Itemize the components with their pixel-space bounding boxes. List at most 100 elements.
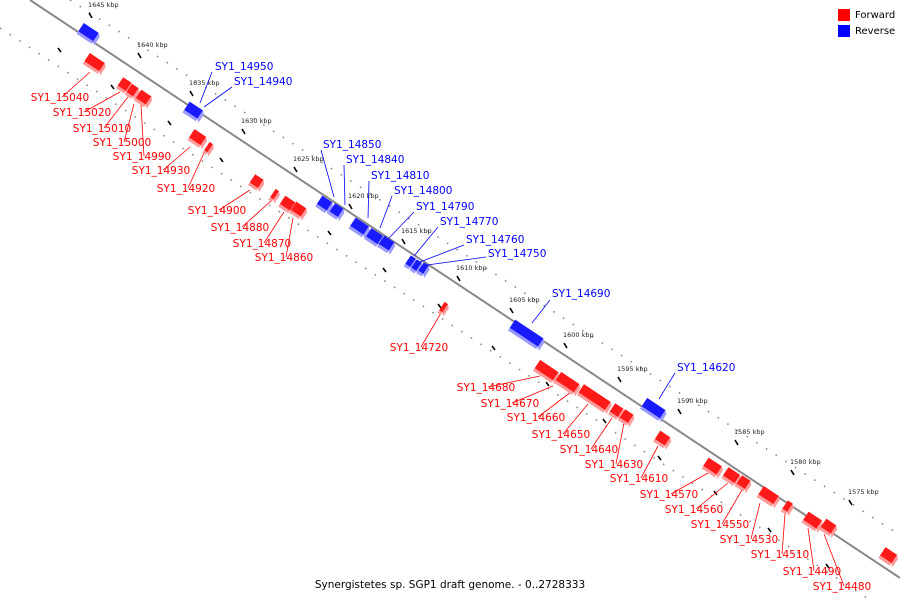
gene-label: SY1_14850 xyxy=(323,139,381,151)
forward-gene xyxy=(780,500,794,517)
scale-label: 1635 kbp xyxy=(189,79,220,87)
leader-line xyxy=(83,91,121,113)
leader-line xyxy=(615,422,625,465)
gene-label: SY1_14940 xyxy=(234,76,292,88)
forward-gene xyxy=(819,518,838,538)
forward-gene xyxy=(801,511,823,533)
leader-line xyxy=(379,195,393,229)
inner-tick xyxy=(167,120,172,126)
gene-label: SY1_14570 xyxy=(640,489,698,501)
gene-label: SY1_14990 xyxy=(113,151,171,163)
scale-label: 1630 kbp xyxy=(241,117,272,125)
scale-tick xyxy=(88,12,93,19)
forward-gene xyxy=(553,371,581,397)
scale-label: 1605 kbp xyxy=(509,296,540,304)
scale-label: 1575 kbp xyxy=(848,488,879,496)
forward-gene xyxy=(289,201,308,221)
forward-gene xyxy=(247,174,265,193)
scale-label: 1640 kbp xyxy=(137,41,168,49)
gene-label: SY1_14490 xyxy=(783,566,841,578)
forward-gene xyxy=(756,486,780,509)
leader-line xyxy=(123,103,135,143)
scale-tick xyxy=(677,408,682,415)
reverse-gene xyxy=(327,203,345,222)
leader-line xyxy=(343,164,346,206)
forward-gene xyxy=(82,53,106,76)
leader-line xyxy=(823,533,845,587)
leader-line xyxy=(537,391,572,418)
forward-gene xyxy=(124,83,140,101)
leader-line xyxy=(420,312,442,348)
legend-reverse-swatch xyxy=(838,25,850,37)
inner-tick xyxy=(602,418,607,424)
legend: Forward Reverse xyxy=(838,9,895,37)
forward-gene xyxy=(134,89,153,109)
gene-label: SY1_14690 xyxy=(552,288,610,300)
leader-line xyxy=(241,199,273,228)
gene-label: SY1_14480 xyxy=(813,581,871,593)
gene-label: SY1_14670 xyxy=(481,398,539,410)
scale-tick xyxy=(617,376,622,383)
gene-label: SY1_14720 xyxy=(390,342,448,354)
leader-line xyxy=(388,211,415,239)
leader-line xyxy=(413,226,439,257)
gene-label: SY1_14660 xyxy=(507,412,565,424)
gene-label: SY1_14630 xyxy=(585,459,643,471)
gene-label: SY1_14930 xyxy=(132,165,190,177)
leader-line xyxy=(320,149,335,198)
leader-line xyxy=(640,445,659,479)
inner-tick xyxy=(657,455,662,461)
reverse-gene xyxy=(315,195,334,215)
scale-label: 1625 kbp xyxy=(293,155,324,163)
scale-label: 1590 kbp xyxy=(677,397,708,405)
gene-label: SY1_14950 xyxy=(215,61,273,73)
scale-label: 1595 kbp xyxy=(617,365,648,373)
gene-label: SY1_14550 xyxy=(691,519,749,531)
scale-label: 1615 kbp xyxy=(401,227,432,235)
scale-tick xyxy=(241,128,246,135)
forward-gene xyxy=(532,359,560,385)
leader-line xyxy=(140,104,145,157)
genome-caption: Synergistetes sp. SGP1 draft genome. - 0… xyxy=(315,579,585,591)
forward-gene xyxy=(607,403,625,422)
gene-label: SY1_15040 xyxy=(31,92,89,104)
inner-tick xyxy=(545,381,550,387)
leader-line xyxy=(590,417,613,450)
scale-tick xyxy=(456,275,461,282)
leader-line xyxy=(511,385,554,404)
leader-line xyxy=(162,146,191,171)
gene-label: SY1_14880 xyxy=(211,222,269,234)
gene-label: SY1_14680 xyxy=(457,382,515,394)
scale-tick xyxy=(509,307,514,314)
gene-label: SY1_14770 xyxy=(440,216,498,228)
legend-reverse-label: Reverse xyxy=(855,26,895,37)
leader-line xyxy=(487,375,541,388)
leader-line xyxy=(199,71,213,104)
scale-tick xyxy=(734,439,739,446)
inner-tick xyxy=(57,47,62,53)
reverse-gene xyxy=(182,101,204,123)
gene-label: SY1_14860 xyxy=(255,252,313,264)
forward-gene xyxy=(701,457,723,479)
gene-labels: SY1_14950 SY1_14940 SY1_14850 SY1_14840 SY1_… xyxy=(31,61,871,593)
forward-gene xyxy=(617,409,635,428)
reverse-gene xyxy=(507,319,545,351)
inner-tick xyxy=(382,267,387,273)
forward-gene xyxy=(268,188,280,204)
gene-label: SY1_14760 xyxy=(466,234,524,246)
genome-backbone xyxy=(29,0,900,579)
gene-label: SY1_14650 xyxy=(532,429,590,441)
leader-line xyxy=(695,482,729,510)
gene-label: SY1_15020 xyxy=(53,107,111,119)
leader-line xyxy=(426,256,487,266)
scale-tick xyxy=(189,90,194,97)
scale-ticks: 1645 kbp 1640 kbp 1635 kbp 1630 kbp 1625 kbp… xyxy=(57,1,879,569)
gene-label: SY1_14610 xyxy=(610,473,668,485)
leader-line xyxy=(187,152,205,189)
scale-label: 1600 kbp xyxy=(563,331,594,339)
leader-line xyxy=(562,403,589,435)
scale-label: 1580 kbp xyxy=(790,458,821,466)
gene-label: SY1_14840 xyxy=(346,154,404,166)
gene-label: SY1_14800 xyxy=(394,185,452,197)
scale-tick xyxy=(348,203,353,210)
